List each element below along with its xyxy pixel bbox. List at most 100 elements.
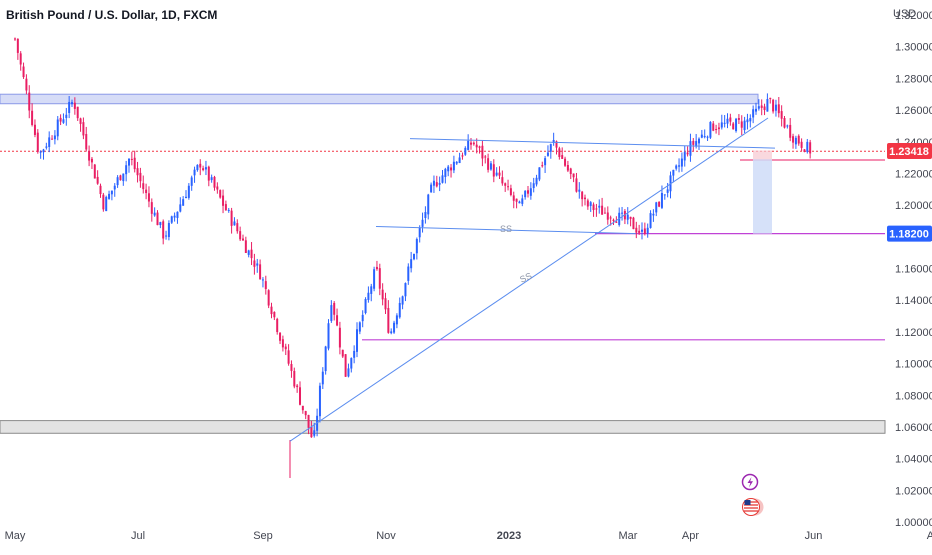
candle — [489, 161, 492, 171]
candle — [703, 129, 706, 139]
candle — [584, 194, 586, 206]
candle — [501, 170, 504, 186]
candle — [299, 381, 301, 406]
candle — [216, 182, 219, 194]
upper-channel-line[interactable] — [409, 138, 776, 149]
candle — [113, 183, 116, 197]
candle — [572, 173, 575, 183]
candle — [717, 122, 720, 136]
candle — [404, 282, 407, 302]
candle — [430, 182, 433, 193]
candle — [125, 160, 128, 182]
candle — [532, 177, 535, 193]
candle — [108, 190, 111, 200]
candle — [344, 354, 347, 377]
candle — [552, 132, 555, 146]
candle — [626, 207, 629, 225]
candle — [427, 193, 430, 220]
rising-trendline[interactable] — [289, 117, 769, 442]
candle — [780, 105, 783, 127]
candle — [307, 414, 310, 435]
candle — [558, 146, 561, 160]
candle — [794, 135, 797, 149]
candle — [259, 259, 262, 280]
candle — [68, 96, 71, 119]
candle — [424, 206, 427, 224]
candle — [384, 292, 387, 315]
candle — [527, 185, 529, 198]
candle — [358, 321, 361, 335]
candle — [492, 159, 495, 183]
candle — [93, 163, 96, 179]
target-price-label: 1.18200 — [887, 225, 932, 242]
candle — [267, 289, 270, 309]
svg-text:1.23418: 1.23418 — [889, 146, 929, 158]
target-box[interactable] — [753, 159, 772, 234]
candle — [356, 322, 358, 358]
candle — [589, 201, 592, 212]
candle — [760, 99, 763, 116]
candle — [59, 114, 62, 126]
candle — [219, 189, 222, 199]
candle — [19, 51, 22, 71]
candle — [330, 300, 333, 323]
candle — [338, 321, 341, 355]
candle — [153, 207, 156, 217]
candle — [475, 138, 478, 154]
candle — [410, 251, 413, 273]
candle — [239, 226, 242, 242]
candle — [381, 283, 384, 306]
stop-box[interactable] — [753, 150, 772, 160]
current-price-label: 1.23418 — [887, 142, 932, 159]
candle — [364, 297, 367, 315]
chart-title: British Pound / U.S. Dollar, 1D, FXCM — [6, 8, 218, 22]
candle — [569, 167, 572, 180]
supply-zone[interactable] — [0, 93, 759, 105]
candle — [321, 367, 324, 389]
x-tick-label: May — [5, 530, 26, 542]
candle — [546, 145, 549, 157]
candle — [193, 166, 196, 183]
candle — [561, 147, 564, 159]
demand-zone[interactable] — [0, 420, 886, 434]
lower-channel-line[interactable] — [375, 226, 637, 235]
candle — [413, 253, 415, 261]
candle — [786, 124, 789, 129]
candle — [116, 175, 119, 188]
candle — [16, 38, 19, 60]
candle — [495, 167, 498, 177]
candle — [458, 152, 461, 164]
candle — [737, 114, 740, 125]
candle — [62, 113, 65, 124]
lightning-badge-icon[interactable] — [741, 473, 759, 491]
us-flag-badge-icon[interactable] — [742, 498, 764, 516]
candle — [327, 319, 330, 351]
candle — [185, 190, 187, 199]
candle — [76, 106, 79, 121]
candle — [281, 335, 284, 352]
candle — [635, 221, 638, 239]
candle — [524, 190, 527, 200]
candle — [612, 218, 615, 226]
candle — [71, 99, 73, 108]
candle — [512, 191, 515, 209]
candle — [253, 253, 256, 275]
y-tick-label: 1.04000 — [895, 454, 932, 466]
candle — [606, 206, 609, 225]
candle — [595, 203, 598, 217]
candle — [632, 216, 635, 230]
candle — [99, 183, 102, 198]
candle — [623, 209, 626, 225]
candle — [310, 420, 313, 438]
candle — [455, 161, 458, 165]
candle — [655, 201, 658, 217]
candle — [729, 113, 732, 126]
candle — [367, 286, 370, 303]
candle — [789, 118, 792, 142]
candle — [361, 310, 364, 328]
candle — [461, 152, 464, 160]
candle — [518, 200, 521, 204]
candle — [723, 115, 726, 128]
